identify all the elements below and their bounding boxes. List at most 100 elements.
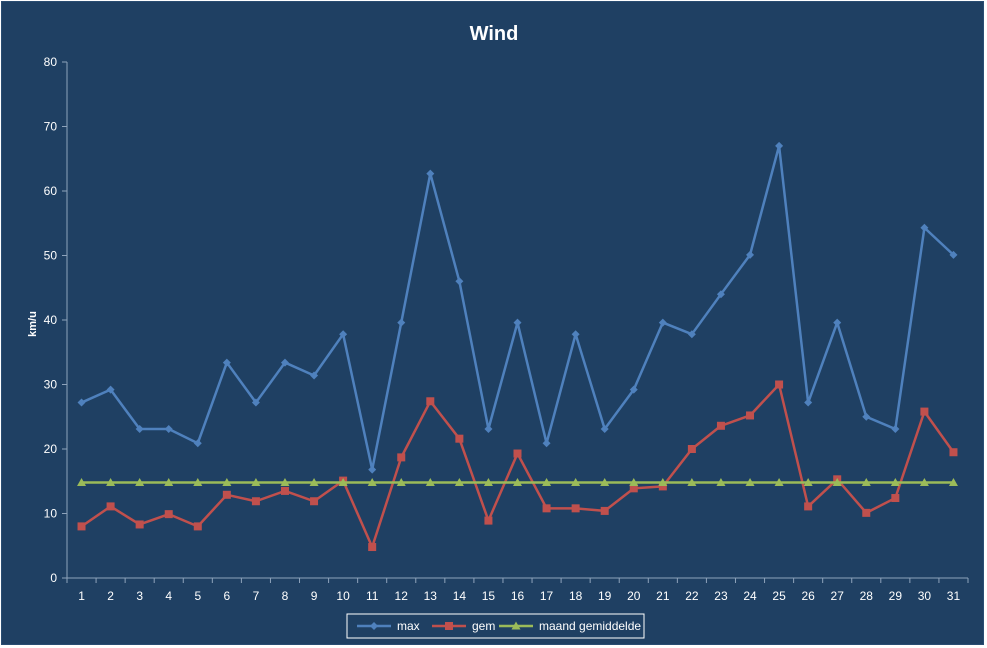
data-point-max (513, 318, 522, 327)
data-point-gem (77, 522, 86, 531)
data-point-max (397, 318, 406, 327)
legend-label-max: max (397, 619, 420, 633)
data-point-max (368, 465, 377, 474)
data-point-gem (426, 397, 435, 406)
x-tick-label: 8 (282, 589, 289, 603)
legend-box (346, 613, 645, 639)
legend: max gem maand gemiddelde (346, 613, 645, 639)
data-point-gem (455, 434, 464, 443)
data-point-gem (862, 508, 871, 517)
x-tick-label: 1 (78, 589, 85, 603)
data-point-maand-gemiddelde (367, 478, 377, 487)
data-point-maand-gemiddelde (832, 478, 842, 487)
data-point-gem (891, 494, 900, 503)
data-point-max (862, 412, 871, 421)
data-point-max (339, 330, 348, 339)
x-tick-label: 10 (336, 589, 350, 603)
data-point-gem (542, 504, 551, 513)
x-tick-label: 7 (253, 589, 260, 603)
data-point-max (775, 141, 784, 150)
data-point-maand-gemiddelde (309, 478, 319, 487)
x-tick-label: 3 (136, 589, 143, 603)
x-tick-label: 11 (366, 589, 379, 603)
data-point-gem (629, 484, 638, 493)
data-point-gem (949, 448, 958, 457)
data-point-maand-gemiddelde (396, 478, 406, 487)
data-point-gem (804, 502, 813, 511)
data-point-maand-gemiddelde (919, 478, 929, 487)
data-point-max (542, 439, 551, 448)
series-line-gem (80, 383, 955, 549)
data-point-maand-gemiddelde (600, 478, 610, 487)
legend-marker-maand-gemiddelde (511, 621, 521, 630)
x-tick-label: 25 (772, 589, 786, 603)
x-tick-label: 15 (482, 589, 496, 603)
data-point-maand-gemiddelde (745, 478, 755, 487)
data-point-maand-gemiddelde (135, 478, 145, 487)
data-point-maand-gemiddelde (222, 478, 232, 487)
data-point-maand-gemiddelde (483, 478, 493, 487)
data-point-max (687, 330, 696, 339)
data-point-gem (222, 490, 231, 499)
y-tick-label: 20 (44, 442, 58, 456)
data-point-gem (368, 543, 377, 552)
legend-label-maand-gemiddelde: maand gemiddelde (539, 619, 641, 633)
x-tick-label: 19 (598, 589, 612, 603)
data-point-gem (600, 506, 609, 515)
data-point-max (77, 398, 86, 407)
data-point-maand-gemiddelde (280, 478, 290, 487)
series-line-max (81, 144, 955, 471)
series-gem (77, 380, 958, 552)
data-point-max (280, 358, 289, 367)
data-point-gem (106, 502, 115, 511)
x-tick-label: 24 (743, 589, 757, 603)
data-point-max (804, 398, 813, 407)
x-tick-label: 27 (831, 589, 845, 603)
data-point-maand-gemiddelde (890, 478, 900, 487)
data-point-max (222, 358, 231, 367)
x-tick-label: 29 (889, 589, 903, 603)
y-tick-label: 10 (44, 507, 58, 521)
data-point-gem (571, 504, 580, 513)
series-max (77, 141, 958, 474)
data-point-maand-gemiddelde (513, 478, 522, 487)
data-point-max (193, 439, 202, 448)
x-tick-label: 14 (453, 589, 467, 603)
data-point-max (310, 371, 319, 380)
data-point-max (484, 425, 493, 434)
x-tick-label: 26 (801, 589, 815, 603)
data-point-maand-gemiddelde (629, 478, 639, 487)
x-tick-label: 31 (947, 589, 961, 603)
data-point-gem (920, 407, 929, 416)
data-point-gem (135, 520, 144, 529)
data-point-maand-gemiddelde (425, 478, 435, 487)
data-point-maand-gemiddelde (571, 478, 581, 487)
data-point-maand-gemiddelde (164, 478, 174, 487)
series-maand-gemiddelde (77, 478, 958, 487)
data-point-gem (658, 482, 667, 491)
data-point-maand-gemiddelde (948, 478, 958, 487)
x-tick-label: 12 (395, 589, 409, 603)
data-point-max (629, 385, 638, 394)
data-point-max (658, 318, 667, 327)
y-tick-label: 60 (44, 184, 58, 198)
data-point-max (164, 425, 173, 434)
x-tick-label: 2 (107, 589, 114, 603)
data-point-max (833, 318, 842, 327)
x-tick-label: 6 (224, 589, 231, 603)
y-axis-label: km/u (27, 311, 39, 337)
data-point-max (920, 223, 929, 232)
data-point-gem (164, 510, 173, 519)
data-point-gem (193, 522, 202, 531)
x-tick-label: 22 (685, 589, 699, 603)
data-point-max (135, 425, 144, 434)
data-point-gem (775, 380, 784, 389)
data-point-maand-gemiddelde (774, 478, 784, 487)
y-tick-label: 0 (50, 571, 57, 585)
data-point-gem (687, 445, 696, 453)
data-point-maand-gemiddelde (658, 478, 668, 487)
x-tick-label: 16 (511, 589, 525, 603)
data-point-max (716, 290, 725, 299)
